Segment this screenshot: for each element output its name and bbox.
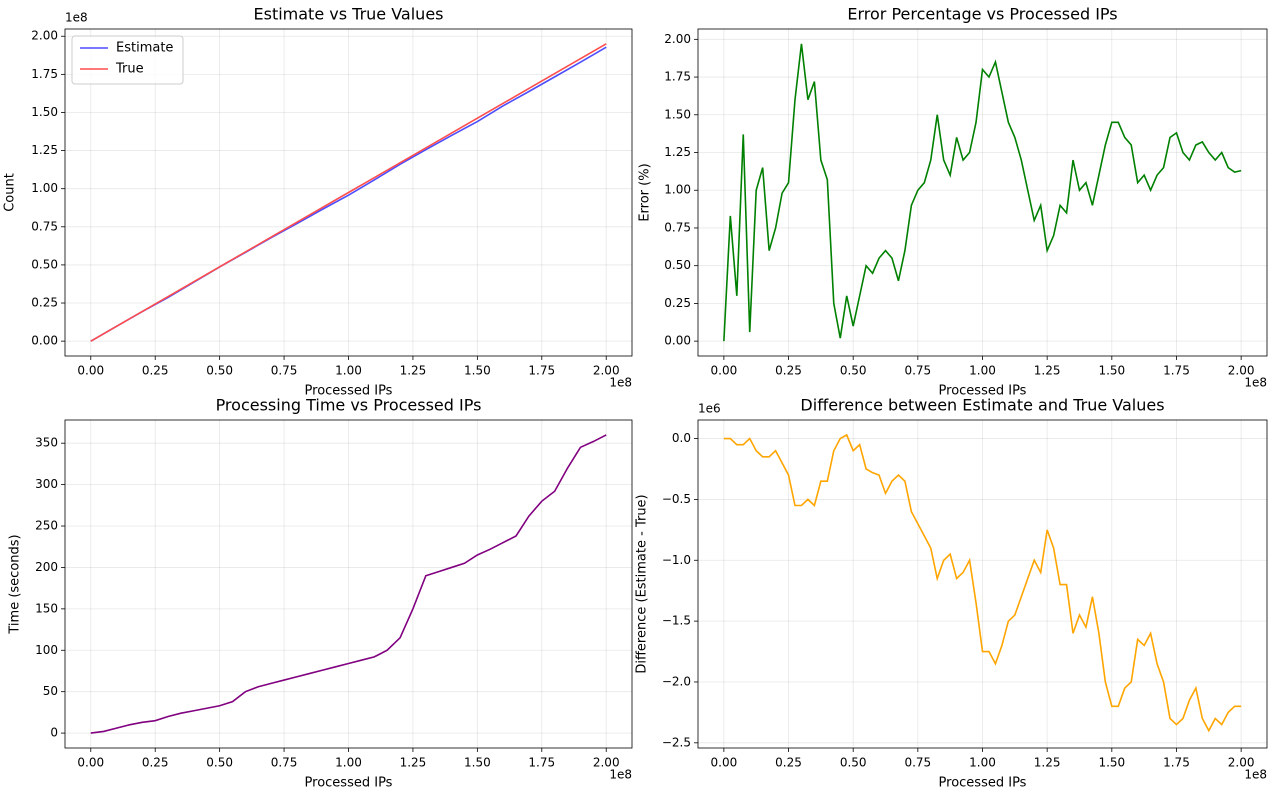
plot-frame <box>697 28 1268 357</box>
y-tick-label: −2.5 <box>662 735 691 749</box>
x-tick-label: 1.25 <box>1034 756 1061 770</box>
x-tick-label: 1.25 <box>1034 364 1061 378</box>
y-tick-label: −2.0 <box>662 674 691 688</box>
plot-frame <box>697 419 1268 749</box>
x-axis-label: Processed IPs <box>305 776 393 791</box>
x-tick-label: 1.50 <box>1098 364 1125 378</box>
y-tick-label: 1.00 <box>31 181 58 195</box>
y-tick-label: 300 <box>35 477 58 491</box>
y-tick-label: 1.50 <box>664 107 691 121</box>
x-tick-label: 0.25 <box>775 756 802 770</box>
y-offset-label: 1e6 <box>698 402 721 416</box>
x-axis-label: Processed IPs <box>939 384 1027 399</box>
y-axis-label: Difference (Estimate - True) <box>635 494 650 673</box>
y-tick-label: 0.75 <box>31 219 58 233</box>
x-tick-label: 0.25 <box>142 756 169 770</box>
y-tick-label: 1.75 <box>664 70 691 84</box>
y-tick-label: −1.0 <box>662 553 691 567</box>
y-tick-label: 200 <box>35 560 58 574</box>
y-tick-label: 0.50 <box>664 258 691 272</box>
x-tick-label: 1.00 <box>335 756 362 770</box>
y-tick-label: −0.5 <box>662 492 691 506</box>
data-line <box>90 434 607 734</box>
x-tick-label: 0.25 <box>775 364 802 378</box>
x-tick-label: 2.00 <box>1228 756 1255 770</box>
y-axis-label: Count <box>3 173 18 212</box>
x-tick-label: 1.25 <box>400 756 427 770</box>
x-tick-label: 0.75 <box>271 756 298 770</box>
x-tick-label: 1.25 <box>400 364 427 378</box>
x-tick-label: 1.50 <box>464 364 491 378</box>
y-tick-label: 0.0 <box>672 431 691 445</box>
y-tick-label: 350 <box>35 436 58 450</box>
x-axis-label: Processed IPs <box>939 776 1027 791</box>
x-tick-label: 1.75 <box>528 756 555 770</box>
x-tick-label: 0.00 <box>711 364 738 378</box>
x-tick-label: 1.50 <box>464 756 491 770</box>
x-tick-label: 0.50 <box>840 756 867 770</box>
plot-frame <box>64 419 633 749</box>
x-tick-label: 0.75 <box>271 364 298 378</box>
chart-title: Estimate vs True Values <box>254 5 444 24</box>
x-tick-label: 1.75 <box>1163 756 1190 770</box>
y-tick-label: 0.50 <box>31 257 58 271</box>
x-offset-label: 1e8 <box>609 376 632 390</box>
x-tick-label: 2.00 <box>593 756 620 770</box>
y-tick-label: 1.25 <box>664 145 691 159</box>
data-line <box>723 433 1242 733</box>
x-tick-label: 0.25 <box>142 364 169 378</box>
x-axis-label: Processed IPs <box>305 384 393 399</box>
x-offset-label: 1e8 <box>1244 376 1267 390</box>
data-line <box>90 43 607 342</box>
x-tick-label: 1.00 <box>335 364 362 378</box>
x-tick-label: 0.75 <box>904 364 931 378</box>
y-tick-label: −1.5 <box>662 614 691 628</box>
y-tick-label: 0 <box>50 726 58 740</box>
x-tick-label: 0.50 <box>206 756 233 770</box>
x-offset-label: 1e8 <box>609 768 632 782</box>
y-tick-label: 50 <box>43 684 58 698</box>
x-tick-label: 0.00 <box>711 756 738 770</box>
y-tick-label: 0.25 <box>664 296 691 310</box>
y-tick-label: 0.25 <box>31 296 58 310</box>
x-tick-label: 0.50 <box>840 364 867 378</box>
chart-title: Error Percentage vs Processed IPs <box>847 5 1117 24</box>
x-tick-label: 0.50 <box>206 364 233 378</box>
chart-title: Difference between Estimate and True Val… <box>800 396 1164 415</box>
legend-label: Estimate <box>116 41 173 56</box>
y-tick-label: 150 <box>35 601 58 615</box>
x-tick-label: 1.50 <box>1098 756 1125 770</box>
x-tick-label: 1.00 <box>969 364 996 378</box>
y-tick-label: 2.00 <box>31 29 58 43</box>
x-tick-label: 1.75 <box>528 364 555 378</box>
x-tick-label: 1.00 <box>969 756 996 770</box>
y-axis-label: Error (%) <box>638 163 653 221</box>
x-offset-label: 1e8 <box>1244 768 1267 782</box>
x-tick-label: 0.00 <box>77 364 104 378</box>
plot-frame <box>64 28 633 357</box>
x-tick-label: 2.00 <box>593 364 620 378</box>
y-offset-label: 1e8 <box>65 11 88 25</box>
y-tick-label: 2.00 <box>664 32 691 46</box>
y-tick-label: 1.25 <box>31 143 58 157</box>
y-tick-label: 0.00 <box>31 334 58 348</box>
x-tick-label: 0.75 <box>904 756 931 770</box>
x-tick-label: 2.00 <box>1228 364 1255 378</box>
legend-label: True <box>115 62 144 77</box>
x-tick-label: 1.75 <box>1163 364 1190 378</box>
y-tick-label: 1.50 <box>31 105 58 119</box>
y-tick-label: 1.00 <box>664 183 691 197</box>
y-tick-label: 1.75 <box>31 67 58 81</box>
y-tick-label: 250 <box>35 519 58 533</box>
y-tick-label: 0.00 <box>664 334 691 348</box>
y-tick-label: 0.75 <box>664 220 691 234</box>
y-axis-label: Time (seconds) <box>8 534 23 634</box>
x-tick-label: 0.00 <box>77 756 104 770</box>
y-tick-label: 100 <box>35 643 58 657</box>
data-line <box>723 43 1242 342</box>
chart-title: Processing Time vs Processed IPs <box>216 396 482 415</box>
